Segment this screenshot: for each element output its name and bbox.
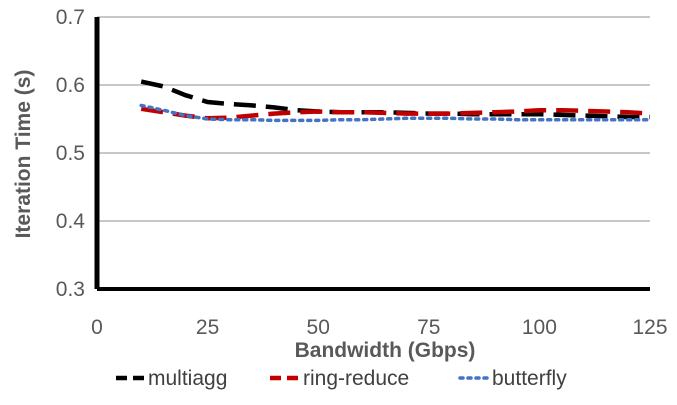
series-layer: [139, 79, 652, 123]
legend-label-multiagg: multiagg: [148, 367, 227, 390]
series-line-ring-reduce: [140, 106, 651, 121]
y-tick-label: 0.6: [56, 74, 85, 97]
x-axis-title: Bandwidth (Gbps): [295, 339, 476, 362]
y-tick-label: 0.3: [56, 278, 85, 301]
axes: [94, 17, 650, 291]
x-tick-label: 0: [91, 316, 103, 339]
x-tick-label: 25: [196, 316, 219, 339]
legend: multiagg ring-reduce butterfly: [116, 367, 567, 390]
x-tick-label: 125: [632, 316, 667, 339]
y-tick-label: 0.4: [56, 210, 86, 233]
y-tick-label: 0.7: [56, 6, 85, 29]
series-line-butterfly: [139, 103, 652, 123]
y-tick-label: 0.5: [56, 142, 85, 165]
y-tick-labels: 0.3 0.4 0.5 0.6 0.7: [56, 6, 86, 301]
x-tick-label: 100: [522, 316, 557, 339]
legend-label-ring-reduce: ring-reduce: [303, 367, 409, 390]
x-tick-label: 50: [307, 316, 330, 339]
x-tick-labels: 0 25 50 75 100 125: [91, 316, 667, 339]
x-tick-label: 75: [417, 316, 440, 339]
gridlines: [97, 16, 650, 222]
series-line-multiagg: [140, 79, 650, 120]
legend-label-butterfly: butterfly: [492, 367, 567, 390]
y-axis-title: Iteration Time (s): [12, 70, 35, 239]
